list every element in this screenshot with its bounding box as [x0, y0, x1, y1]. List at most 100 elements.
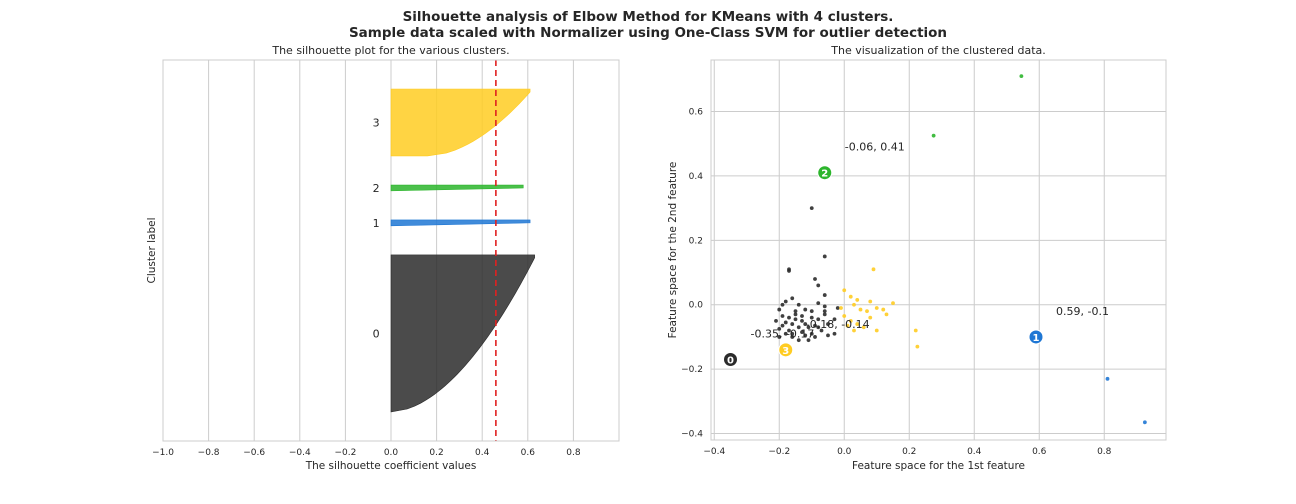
data-point-cluster-3	[845, 323, 850, 328]
data-point-cluster-3	[881, 307, 886, 312]
data-point-cluster-3	[891, 301, 895, 306]
data-point-cluster-0	[806, 325, 811, 330]
cluster-center-number: 3	[782, 346, 789, 357]
y-tick-label: 0.2	[689, 236, 703, 246]
x-tick-label: 0.8	[566, 448, 581, 458]
data-point-cluster-0	[790, 296, 795, 301]
data-point-cluster-3	[842, 288, 847, 293]
data-point-cluster-0	[813, 335, 817, 339]
data-point-cluster-3	[868, 315, 873, 320]
cluster-center-annotation: -0.18, -0.14	[806, 318, 870, 331]
data-point-cluster-3	[848, 318, 853, 323]
data-point-cluster-0	[809, 206, 814, 211]
x-tick-label: −0.6	[243, 448, 265, 458]
data-point-cluster-3	[874, 306, 879, 310]
left-plot-frame	[162, 59, 620, 442]
data-point-cluster-3	[874, 328, 879, 333]
data-point-cluster-0	[822, 312, 827, 317]
data-point-cluster-0	[809, 315, 814, 320]
data-point-cluster-0	[793, 309, 798, 314]
y-tick-label: 0.0	[689, 301, 704, 311]
cluster-center-annotation: -0.35, -0.17	[751, 327, 815, 340]
x-tick-label: 0.6	[521, 448, 536, 458]
x-tick-label: −1.0	[152, 448, 174, 458]
data-point-cluster-1	[1142, 420, 1147, 425]
y-tick-label: 0.4	[689, 172, 704, 182]
y-tick-label: 0.6	[689, 108, 704, 118]
data-point-cluster-0	[809, 331, 814, 336]
y-tick-label: −0.4	[681, 430, 703, 440]
data-point-cluster-0	[800, 330, 804, 335]
data-point-cluster-0	[816, 325, 821, 330]
cluster-label: 1	[373, 217, 380, 230]
data-point-cluster-1	[1105, 376, 1110, 381]
data-point-cluster-0	[790, 331, 795, 336]
cluster-scatter-plot: −0.4 −0.2 0.0 0.2 0.4 0.6 0.8 −0.4 −0.2 0.0 0.2 0.4…	[667, 44, 1167, 472]
left-y-axis-label: Cluster label	[146, 218, 158, 284]
data-point-cluster-0	[780, 323, 785, 328]
data-point-cluster-0	[777, 335, 782, 339]
data-point-cluster-0	[826, 333, 830, 338]
data-point-cluster-0	[777, 307, 782, 312]
data-point-cluster-0	[783, 320, 788, 325]
right-plot-title: The visualization of the clustered data.	[830, 44, 1046, 57]
data-point-cluster-0	[816, 301, 821, 306]
silhouette-band-cluster-1	[390, 219, 531, 227]
data-point-cluster-0	[793, 317, 798, 322]
x-tick-label: 0.0	[384, 448, 399, 458]
data-point-cluster-0	[816, 317, 821, 322]
data-point-cluster-2	[931, 133, 936, 138]
data-point-cluster-0	[787, 269, 791, 273]
cluster-center-2	[817, 165, 833, 181]
x-tick-label: −0.4	[703, 447, 725, 457]
data-point-cluster-3	[855, 322, 860, 326]
data-point-cluster-0	[813, 277, 817, 281]
data-point-cluster-3	[861, 325, 866, 330]
cluster-center-annotation: 0.59, -0.1	[1056, 305, 1109, 318]
data-point-cluster-3	[842, 314, 847, 318]
x-tick-label: −0.8	[198, 448, 220, 458]
data-point-cluster-3	[913, 328, 918, 333]
data-point-cluster-0	[780, 314, 785, 318]
data-point-cluster-0	[816, 283, 821, 288]
data-point-cluster-3	[852, 328, 856, 333]
x-tick-label: 0.8	[1097, 447, 1112, 457]
x-tick-label: −0.2	[768, 447, 790, 457]
data-point-cluster-3	[884, 312, 889, 317]
x-tick-label: −0.2	[334, 448, 356, 458]
x-tick-label: −0.4	[289, 448, 311, 458]
data-point-cluster-3	[858, 307, 863, 312]
data-point-cluster-0	[783, 299, 788, 304]
data-point-cluster-0	[780, 302, 785, 307]
right-x-axis-label: Feature space for the 1st feature	[852, 460, 1025, 472]
silhouette-plot: −1.0 −0.8 −0.6 −0.4 −0.2 0.0 0.2 0.4 0.6 0.8 0 1 2 3 T…	[146, 44, 620, 472]
data-point-cluster-0	[832, 331, 837, 336]
data-point-cluster-0	[783, 331, 788, 336]
data-point-cluster-0	[822, 254, 827, 259]
data-point-cluster-3	[915, 344, 920, 349]
data-point-cluster-3	[839, 306, 843, 310]
cluster-center-number: 1	[1033, 333, 1040, 344]
data-point-cluster-0	[809, 309, 814, 314]
x-tick-label: 0.2	[902, 447, 916, 457]
right-y-axis-label: Feature space for the 2nd feature	[667, 162, 679, 339]
data-point-cluster-3	[848, 294, 853, 299]
data-point-cluster-0	[803, 333, 808, 338]
cluster-center-annotation: -0.06, 0.41	[845, 141, 905, 154]
data-point-cluster-0	[796, 325, 801, 330]
x-tick-label: 0.0	[837, 447, 852, 457]
data-point-cluster-0	[806, 338, 811, 343]
data-point-cluster-0	[822, 304, 827, 309]
data-point-cluster-0	[822, 309, 827, 314]
data-point-cluster-0	[790, 322, 795, 326]
data-point-cluster-0	[777, 326, 782, 331]
cluster-center-3	[778, 342, 794, 358]
data-point-cluster-3	[855, 298, 860, 302]
data-point-cluster-0	[796, 302, 801, 307]
data-point-cluster-2	[1019, 74, 1024, 79]
data-point-cluster-0	[826, 322, 830, 326]
cluster-label: 3	[373, 117, 380, 130]
data-point-cluster-0	[822, 293, 827, 297]
data-point-cluster-0	[800, 314, 804, 318]
